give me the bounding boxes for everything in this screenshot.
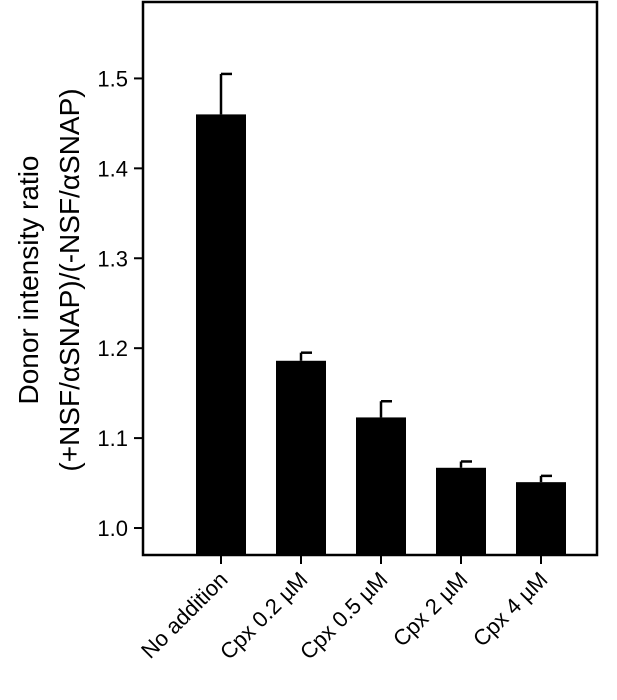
bar [436,467,486,555]
x-category-label: Cpx 4 µM [468,567,553,652]
y-axis: 1.0 1.1 1.2 1.3 1.4 1.5 [97,66,143,541]
bar [516,482,566,555]
y-axis-title-line2: (+NSF/αSNAP)/(-NSF/αSNAP) [54,88,85,471]
bar [196,114,246,555]
error-bars [219,72,552,483]
bar [276,360,326,555]
y-tick-label: 1.1 [97,426,128,451]
y-tick-label: 1.4 [97,156,128,181]
y-axis-title-line1: Donor intensity ratio [13,155,44,404]
bar [356,417,406,555]
y-tick-label: 1.2 [97,336,128,361]
y-tick-label: 1.3 [97,246,128,271]
bars [196,114,566,555]
x-category-label: Cpx 2 µM [388,567,473,652]
y-tick-label: 1.0 [97,516,128,541]
x-category-label: Cpx 0.5 µM [295,567,393,665]
y-tick-label: 1.5 [97,66,128,91]
